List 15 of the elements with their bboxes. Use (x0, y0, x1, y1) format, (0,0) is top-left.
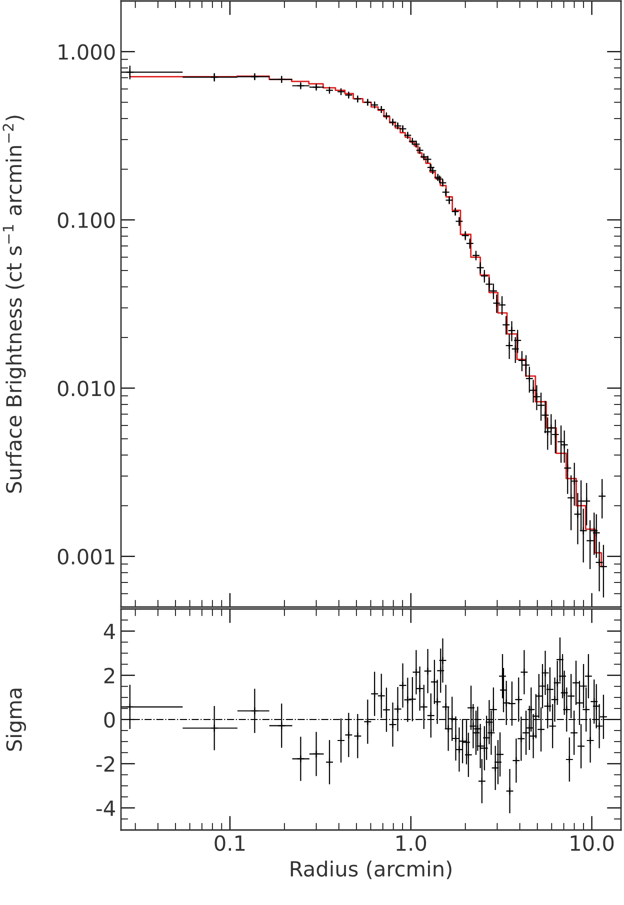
y-tick-label: -4 (96, 800, 115, 816)
y-axis-title: Surface Brightness (ct s$^{−1}$ arcmin$^{−2}$) (2, 116, 26, 493)
y-tick-label: -2 (96, 756, 114, 772)
y-tick-label: 2 (104, 668, 114, 684)
y-tick-label: 4 (104, 624, 115, 640)
y-tick-label: 1.000 (58, 44, 115, 60)
x-tick-label: 0.1 (214, 835, 245, 851)
y-tick-label: 0 (104, 712, 115, 728)
x-tick-label: 1.0 (396, 835, 426, 851)
y-axis-title: Sigma (6, 688, 26, 751)
y-tick-label: 0.010 (58, 380, 115, 396)
x-axis-title: Radius (arcmin) (290, 860, 452, 880)
y-tick-label: 0.100 (58, 212, 115, 228)
x-tick-label: 10.0 (570, 835, 614, 851)
y-tick-label: 0.001 (58, 548, 114, 565)
